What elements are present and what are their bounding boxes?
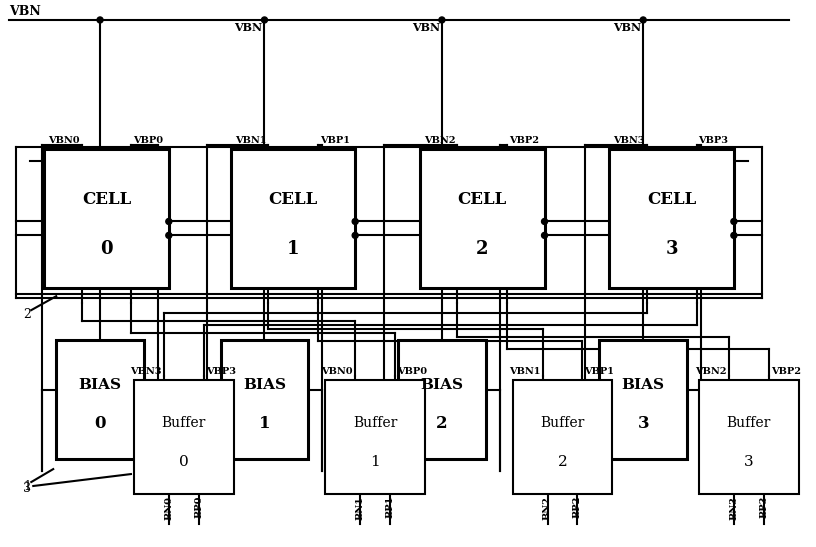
Text: BIAS: BIAS bbox=[420, 378, 463, 392]
Text: VBP3: VBP3 bbox=[206, 366, 236, 376]
Text: VBN1: VBN1 bbox=[509, 366, 540, 376]
Text: VBP2: VBP2 bbox=[771, 366, 800, 376]
Text: 1: 1 bbox=[24, 480, 31, 493]
Circle shape bbox=[166, 232, 172, 238]
Text: VBN: VBN bbox=[9, 5, 41, 18]
Bar bbox=[134, 380, 233, 494]
Text: VBP0: VBP0 bbox=[397, 366, 427, 376]
Bar bbox=[56, 340, 144, 459]
Text: CELL: CELL bbox=[647, 191, 696, 208]
Circle shape bbox=[166, 218, 172, 224]
Bar bbox=[326, 380, 425, 494]
Text: BIAS: BIAS bbox=[622, 378, 665, 392]
Bar bbox=[44, 149, 169, 288]
Text: VBP1: VBP1 bbox=[320, 136, 350, 145]
Bar bbox=[599, 340, 687, 459]
Text: VBN2: VBN2 bbox=[424, 136, 455, 145]
Text: 2: 2 bbox=[476, 240, 489, 258]
Bar bbox=[420, 149, 544, 288]
Text: BN0: BN0 bbox=[164, 496, 173, 520]
Bar bbox=[231, 149, 355, 288]
Text: 1: 1 bbox=[370, 455, 380, 469]
Bar bbox=[610, 149, 734, 288]
Circle shape bbox=[353, 232, 358, 238]
Text: 3: 3 bbox=[665, 240, 678, 258]
Bar bbox=[699, 380, 799, 494]
Circle shape bbox=[641, 17, 646, 23]
Text: 3: 3 bbox=[637, 415, 649, 432]
Circle shape bbox=[542, 232, 548, 238]
Bar bbox=[220, 340, 308, 459]
Text: VBN3: VBN3 bbox=[131, 366, 162, 376]
Circle shape bbox=[97, 17, 103, 23]
Text: VBN: VBN bbox=[234, 22, 263, 33]
Text: 3: 3 bbox=[744, 455, 754, 469]
Circle shape bbox=[731, 218, 737, 224]
Circle shape bbox=[353, 218, 358, 224]
Text: Buffer: Buffer bbox=[353, 416, 397, 430]
Text: BIAS: BIAS bbox=[243, 378, 286, 392]
Text: VBP3: VBP3 bbox=[698, 136, 729, 145]
Text: BIAS: BIAS bbox=[78, 378, 122, 392]
Text: 2: 2 bbox=[436, 415, 448, 432]
Text: 3: 3 bbox=[24, 482, 31, 496]
Text: VBN2: VBN2 bbox=[695, 366, 727, 376]
Text: 0: 0 bbox=[95, 415, 106, 432]
Text: 2: 2 bbox=[24, 307, 31, 321]
Text: VBP1: VBP1 bbox=[584, 366, 614, 376]
Text: 2: 2 bbox=[557, 455, 567, 469]
Text: 1: 1 bbox=[286, 240, 299, 258]
Text: Buffer: Buffer bbox=[727, 416, 771, 430]
Text: CELL: CELL bbox=[268, 191, 317, 208]
Text: VBN3: VBN3 bbox=[613, 136, 645, 145]
Text: BP2: BP2 bbox=[573, 496, 582, 519]
Text: Buffer: Buffer bbox=[540, 416, 584, 430]
Text: VBP0: VBP0 bbox=[134, 136, 163, 145]
Text: VBN1: VBN1 bbox=[235, 136, 266, 145]
Text: VBN0: VBN0 bbox=[48, 136, 80, 145]
Circle shape bbox=[439, 17, 445, 23]
Text: 0: 0 bbox=[100, 240, 113, 258]
Circle shape bbox=[542, 218, 548, 224]
Text: 0: 0 bbox=[179, 455, 188, 469]
Text: BP0: BP0 bbox=[194, 496, 203, 519]
Text: VBN0: VBN0 bbox=[322, 366, 353, 376]
Text: VBP2: VBP2 bbox=[509, 136, 539, 145]
Text: CELL: CELL bbox=[82, 191, 131, 208]
Bar bbox=[398, 340, 486, 459]
Text: Buffer: Buffer bbox=[162, 416, 206, 430]
Text: BN2: BN2 bbox=[543, 496, 552, 520]
Circle shape bbox=[261, 17, 268, 23]
Text: BN3: BN3 bbox=[730, 496, 738, 520]
Bar bbox=[512, 380, 612, 494]
Text: VBN: VBN bbox=[412, 22, 440, 33]
Circle shape bbox=[731, 232, 737, 238]
Text: CELL: CELL bbox=[458, 191, 507, 208]
Text: BP1: BP1 bbox=[386, 496, 395, 518]
Text: BP3: BP3 bbox=[759, 496, 769, 519]
Text: BN1: BN1 bbox=[356, 496, 365, 520]
Text: VBN: VBN bbox=[613, 22, 641, 33]
Text: 1: 1 bbox=[259, 415, 270, 432]
